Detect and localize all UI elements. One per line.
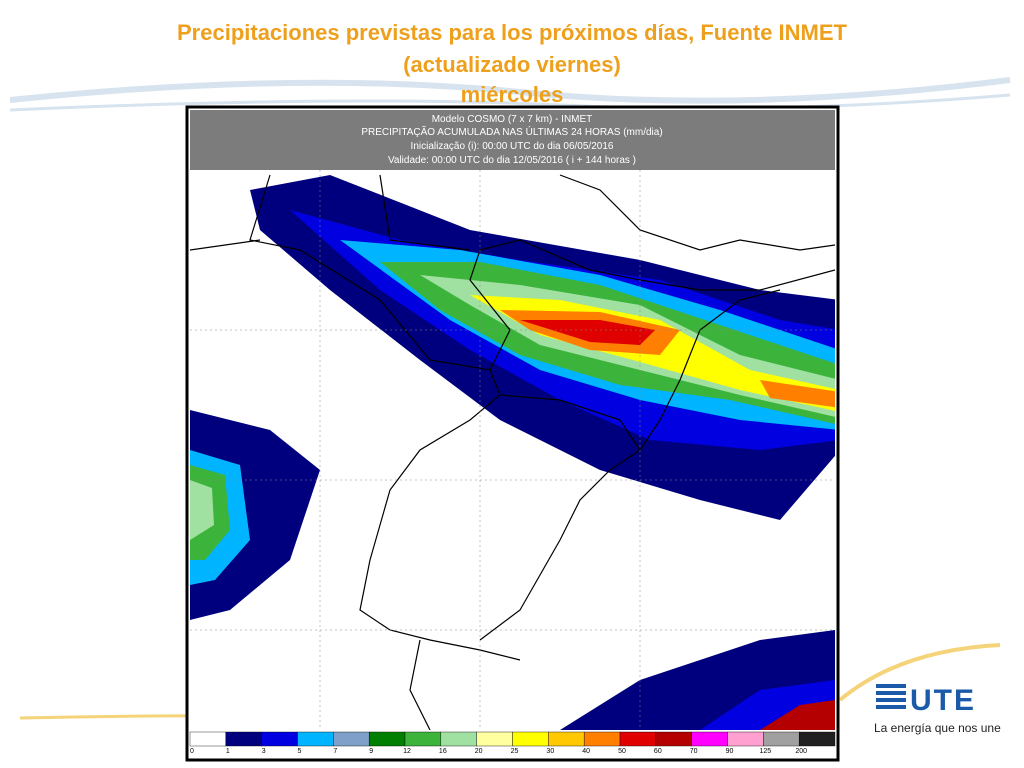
colorbar-label: 60 [654, 748, 662, 755]
colorbar-swatch [476, 731, 513, 747]
colorbar-label: 90 [726, 748, 734, 755]
title-line: miércoles [461, 82, 564, 107]
colorbar-swatch [261, 731, 298, 747]
colorbar-swatch [404, 731, 442, 747]
colorbar: 0 1 3 5 7 9 12 16 20 25 30 40 50 60 70 90 125 200 [189, 731, 836, 755]
colorbar-swatch [763, 731, 800, 747]
colorbar-swatch [440, 731, 477, 747]
graticule [190, 170, 835, 730]
title-line: (actualizado viernes) [403, 52, 621, 77]
colorbar-label: 7 [333, 748, 337, 755]
colorbar-swatch [655, 731, 692, 747]
colorbar-label: 30 [546, 748, 554, 755]
map: Modelo COSMO (7 x 7 km) - INMET PRECIPIT… [185, 105, 840, 762]
colorbar-label: 40 [582, 748, 590, 755]
colorbar-label: 125 [759, 748, 771, 755]
colorbar-swatch [512, 731, 549, 747]
colorbar-swatch [727, 731, 764, 747]
colorbar-label: 20 [475, 748, 483, 755]
colorbar-label: 25 [511, 748, 519, 755]
logo-brand: UTE [910, 684, 976, 717]
colorbar-label: 70 [690, 748, 698, 755]
precipitation [190, 175, 835, 730]
colorbar-label: 50 [618, 748, 626, 755]
logo: UTE La energía que nos une [874, 684, 1001, 735]
colorbar-swatch [225, 731, 262, 747]
colorbar-label: 5 [298, 748, 302, 755]
colorbar-swatch [619, 731, 657, 747]
colorbar-label: 9 [369, 748, 373, 755]
colorbar-swatch [333, 731, 370, 747]
map-header-line: PRECIPITAÇÃO ACUMULADA NAS ÚLTIMAS 24 HO… [361, 125, 662, 138]
colorbar-label: 12 [403, 748, 411, 755]
logo-tagline: La energía que nos une [874, 721, 1001, 735]
colorbar-label: 3 [262, 748, 266, 755]
map-header-line: Validade: 00:00 UTC do dia 12/05/2016 ( … [388, 155, 636, 166]
map-header [190, 110, 835, 170]
colorbar-swatch [691, 731, 728, 747]
map-header-line: Modelo COSMO (7 x 7 km) - INMET [432, 114, 593, 125]
colorbar-swatch [583, 731, 621, 747]
colorbar-label: 1 [226, 748, 230, 755]
colorbar-swatch [548, 731, 585, 747]
title-line: Precipitaciones previstas para los próxi… [177, 20, 848, 45]
map-header-line: Inicialização (i): 00:00 UTC do dia 06/0… [411, 141, 614, 152]
colorbar-swatch [189, 731, 227, 747]
colorbar-label: 0 [190, 748, 194, 755]
colorbar-label: 16 [439, 748, 447, 755]
colorbar-label: 200 [795, 748, 807, 755]
colorbar-swatch [798, 731, 836, 747]
colorbar-swatch [368, 731, 406, 747]
colorbar-swatch [297, 731, 334, 747]
